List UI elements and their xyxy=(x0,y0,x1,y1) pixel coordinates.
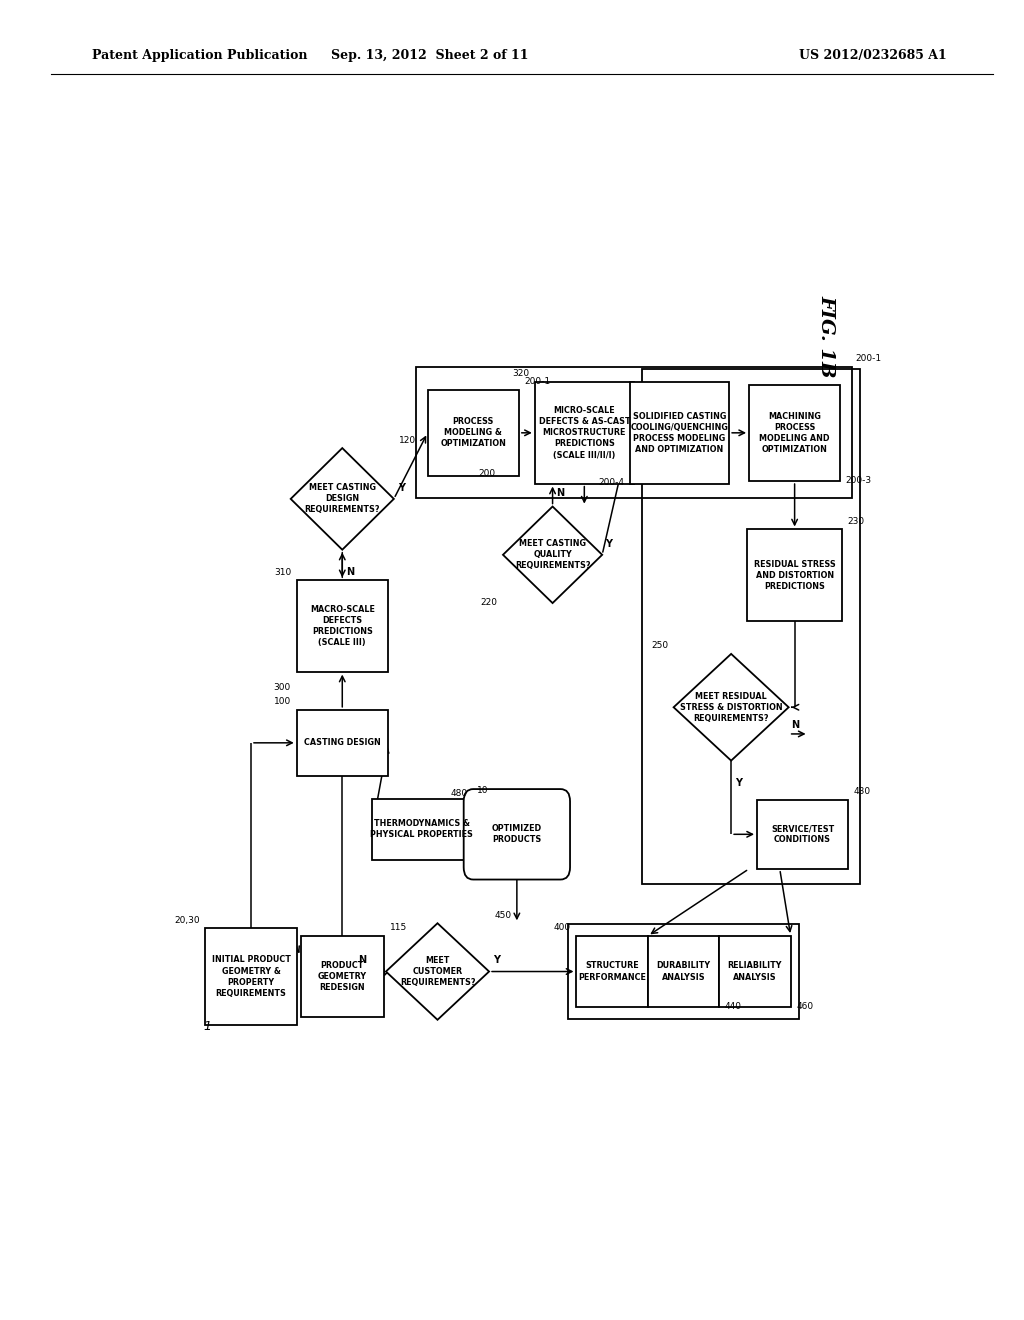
Text: 440: 440 xyxy=(725,1002,741,1011)
FancyBboxPatch shape xyxy=(372,799,471,859)
FancyBboxPatch shape xyxy=(535,381,634,483)
Text: THERMODYNAMICS &
PHYSICAL PROPERTIES: THERMODYNAMICS & PHYSICAL PROPERTIES xyxy=(371,820,473,840)
Text: 100: 100 xyxy=(273,697,291,706)
Text: MEET CASTING
DESIGN
REQUIREMENTS?: MEET CASTING DESIGN REQUIREMENTS? xyxy=(304,483,380,515)
Text: OPTIMIZED
PRODUCTS: OPTIMIZED PRODUCTS xyxy=(492,824,542,845)
Text: DURABILITY
ANALYSIS: DURABILITY ANALYSIS xyxy=(656,961,711,982)
FancyBboxPatch shape xyxy=(297,581,388,672)
FancyBboxPatch shape xyxy=(648,936,719,1007)
Text: INITIAL PRODUCT
GEOMETRY &
PROPERTY
REQUIREMENTS: INITIAL PRODUCT GEOMETRY & PROPERTY REQU… xyxy=(212,956,291,998)
Text: 200-1: 200-1 xyxy=(524,378,551,385)
FancyBboxPatch shape xyxy=(428,389,519,477)
Text: 450: 450 xyxy=(495,911,512,920)
Polygon shape xyxy=(291,447,394,549)
Text: 230: 230 xyxy=(848,517,865,525)
Text: 115: 115 xyxy=(389,924,407,932)
Text: Y: Y xyxy=(605,539,612,549)
Text: Sep. 13, 2012  Sheet 2 of 11: Sep. 13, 2012 Sheet 2 of 11 xyxy=(332,49,528,62)
Text: MACHINING
PROCESS
MODELING AND
OPTIMIZATION: MACHINING PROCESS MODELING AND OPTIMIZAT… xyxy=(760,412,829,454)
Text: CASTING DESIGN: CASTING DESIGN xyxy=(304,738,381,747)
Text: Patent Application Publication: Patent Application Publication xyxy=(92,49,307,62)
FancyBboxPatch shape xyxy=(757,800,848,869)
Polygon shape xyxy=(503,507,602,603)
Polygon shape xyxy=(386,923,489,1020)
Text: MACRO-SCALE
DEFECTS
PREDICTIONS
(SCALE III): MACRO-SCALE DEFECTS PREDICTIONS (SCALE I… xyxy=(310,605,375,647)
Text: PRODUCT
GEOMETRY
REDESIGN: PRODUCT GEOMETRY REDESIGN xyxy=(317,961,367,993)
Text: MICRO-SCALE
DEFECTS & AS-CAST
MICROSTRUCTURE
PREDICTIONS
(SCALE III/II/I): MICRO-SCALE DEFECTS & AS-CAST MICROSTRUC… xyxy=(539,407,630,459)
Text: 250: 250 xyxy=(651,642,668,651)
Text: 460: 460 xyxy=(797,1002,813,1011)
Text: N: N xyxy=(346,568,354,577)
FancyBboxPatch shape xyxy=(630,381,729,483)
FancyBboxPatch shape xyxy=(577,936,648,1007)
FancyBboxPatch shape xyxy=(719,936,791,1007)
Text: STRUCTURE
PERFORMANCE: STRUCTURE PERFORMANCE xyxy=(579,961,646,982)
Text: 480: 480 xyxy=(451,789,468,797)
FancyBboxPatch shape xyxy=(749,384,841,480)
FancyBboxPatch shape xyxy=(748,529,842,620)
Text: RELIABILITY
ANALYSIS: RELIABILITY ANALYSIS xyxy=(728,961,782,982)
Text: 10: 10 xyxy=(477,787,488,795)
Text: 200: 200 xyxy=(478,469,495,478)
Text: 200-1: 200-1 xyxy=(855,354,882,363)
Text: 220: 220 xyxy=(480,598,498,607)
Text: MEET
CUSTOMER
REQUIREMENTS?: MEET CUSTOMER REQUIREMENTS? xyxy=(399,956,475,987)
Text: N: N xyxy=(557,488,564,499)
Text: 1: 1 xyxy=(204,1020,211,1034)
Text: SERVICE/TEST
CONDITIONS: SERVICE/TEST CONDITIONS xyxy=(771,824,835,845)
FancyBboxPatch shape xyxy=(206,928,297,1024)
FancyBboxPatch shape xyxy=(297,710,388,776)
Text: MEET RESIDUAL
STRESS & DISTORTION
REQUIREMENTS?: MEET RESIDUAL STRESS & DISTORTION REQUIR… xyxy=(680,692,782,723)
Text: 320: 320 xyxy=(512,370,529,379)
Text: N: N xyxy=(792,719,799,730)
Text: 20,30: 20,30 xyxy=(174,916,200,925)
Text: Y: Y xyxy=(494,956,500,965)
Text: RESIDUAL STRESS
AND DISTORTION
PREDICTIONS: RESIDUAL STRESS AND DISTORTION PREDICTIO… xyxy=(754,560,836,591)
Text: 200-4: 200-4 xyxy=(598,478,625,487)
Text: 430: 430 xyxy=(854,787,870,796)
Text: N: N xyxy=(358,956,367,965)
Text: Y: Y xyxy=(397,483,404,492)
Text: Y: Y xyxy=(735,777,742,788)
Polygon shape xyxy=(674,653,788,760)
Text: SOLIDIFIED CASTING
COOLING/QUENCHING
PROCESS MODELING
AND OPTIMIZATION: SOLIDIFIED CASTING COOLING/QUENCHING PRO… xyxy=(631,412,728,454)
Text: FIG. 1B: FIG. 1B xyxy=(817,296,836,378)
Text: MEET CASTING
QUALITY
REQUIREMENTS?: MEET CASTING QUALITY REQUIREMENTS? xyxy=(515,539,590,570)
Text: 120: 120 xyxy=(399,436,417,445)
Text: 310: 310 xyxy=(273,568,291,577)
FancyBboxPatch shape xyxy=(301,936,384,1018)
Text: US 2012/0232685 A1: US 2012/0232685 A1 xyxy=(799,49,946,62)
Text: 300: 300 xyxy=(273,682,290,692)
Text: 200-3: 200-3 xyxy=(846,475,872,484)
Text: 400: 400 xyxy=(554,924,570,932)
FancyBboxPatch shape xyxy=(464,789,570,879)
Text: PROCESS
MODELING &
OPTIMIZATION: PROCESS MODELING & OPTIMIZATION xyxy=(440,417,506,449)
